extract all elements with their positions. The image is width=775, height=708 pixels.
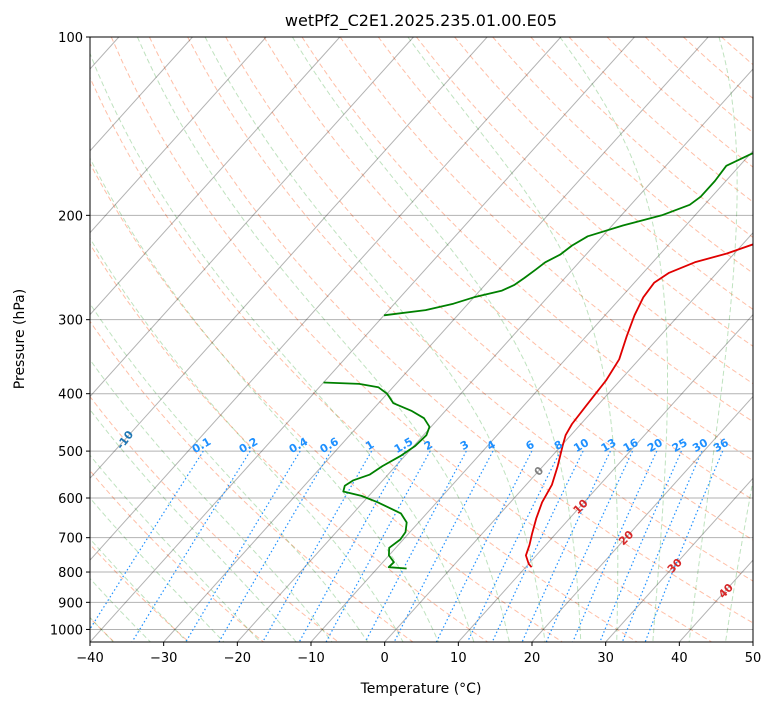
y-tick-label: 500	[58, 445, 83, 460]
y-tick-label: 600	[58, 492, 83, 507]
x-tick-label: 0	[381, 651, 389, 666]
profile-line-3	[383, 152, 753, 317]
y-tick-label: 1000	[50, 623, 83, 638]
x-tick-label: 20	[524, 651, 541, 666]
x-tick-label: 40	[671, 651, 688, 666]
isotherm-line	[384, 231, 753, 642]
profile-line-1	[525, 243, 753, 568]
dry-adiabat-line	[90, 543, 190, 642]
isotherm-line	[90, 37, 414, 398]
isotherm-line	[605, 477, 753, 642]
moist-adiabat-line	[90, 358, 333, 642]
isotherm-line	[90, 37, 341, 316]
y-tick-label: 900	[58, 596, 83, 611]
dry-adiabat-line	[90, 243, 488, 642]
y-axis: 100 200 300 400 500 600 700 800 900 1000	[50, 31, 90, 638]
isotherm-line	[163, 37, 709, 642]
isotherm-line	[90, 37, 267, 234]
moist-adiabat-line	[90, 408, 297, 642]
y-tick-label: 300	[58, 314, 83, 329]
mixing-ratio-line	[435, 450, 533, 642]
mixing-ratio-line	[521, 450, 611, 642]
profile-line-2	[323, 381, 431, 570]
dry-adiabat-line	[339, 37, 753, 423]
x-tick-label: −10	[297, 651, 324, 666]
x-tick-label: 10	[450, 651, 467, 666]
plot-frame	[89, 36, 754, 643]
dry-adiabat-line	[148, 37, 753, 624]
mixing-ratio-line	[393, 450, 494, 642]
moist-adiabat-line	[407, 37, 619, 642]
isotherm-line	[90, 37, 193, 152]
y-tick-label: 100	[58, 31, 83, 46]
moist-adiabat-line	[90, 577, 151, 642]
mixing-ratio-line	[545, 450, 634, 642]
mixing-ratio-line	[621, 450, 703, 642]
dry-adiabat-line	[90, 395, 339, 642]
dry-adiabat-line	[416, 37, 753, 347]
isotherm-line	[531, 395, 753, 642]
moist-adiabat-line	[559, 37, 668, 642]
x-axis-label: Temperature (°C)	[360, 681, 482, 697]
moist-adiabat-line	[204, 37, 546, 642]
moist-adiabat-line	[136, 37, 510, 642]
mixing-ratio-line	[644, 450, 724, 642]
y-axis-label: Pressure (hPa)	[12, 289, 28, 389]
x-tick-label: 50	[745, 651, 762, 666]
isotherm-line	[90, 37, 562, 561]
mixing-ratio-line	[466, 450, 561, 642]
mixing-ratio-line	[262, 450, 373, 642]
x-tick-label: −40	[76, 651, 103, 666]
dry-adiabat-line	[263, 37, 753, 501]
dry-adiabat-line	[90, 469, 264, 642]
x-axis: −40 −30 −20 −10 0 10 20 30 40 50	[76, 642, 761, 666]
dry-adiabat-line	[90, 320, 414, 642]
x-tick-label: 30	[597, 651, 614, 666]
moist-adiabat-line	[90, 157, 439, 642]
dry-adiabat-line	[377, 37, 753, 385]
moist-adiabat-line	[90, 302, 369, 642]
moist-adiabat-line	[90, 237, 404, 642]
dry-adiabat-line	[301, 37, 753, 462]
moist-adiabat-line	[90, 52, 475, 642]
chart-title: wetPf2_C2E1.2025.235.01.00.E05	[285, 11, 557, 31]
mixing-ratio-line	[364, 450, 467, 642]
x-tick-label: −30	[150, 651, 177, 666]
isotherm-line	[90, 37, 635, 642]
moist-adiabat-line	[725, 477, 753, 642]
isotherm-line	[236, 68, 753, 642]
y-tick-label: 400	[58, 388, 83, 403]
y-tick-label: 200	[58, 209, 83, 224]
mixing-ratio-line	[298, 450, 406, 642]
mixing-ratio-line	[131, 450, 251, 642]
mixing-ratio-line	[325, 450, 431, 642]
x-tick-label: −20	[224, 651, 251, 666]
y-tick-label: 700	[58, 532, 83, 547]
y-tick-label: 800	[58, 566, 83, 581]
isotherm-line	[90, 37, 488, 480]
dry-adiabat-line	[110, 37, 712, 642]
isotherm-line	[310, 150, 753, 642]
dry-adiabat-line	[90, 76, 638, 642]
isotherm-line	[457, 313, 753, 642]
moist-adiabat-line	[90, 454, 261, 642]
